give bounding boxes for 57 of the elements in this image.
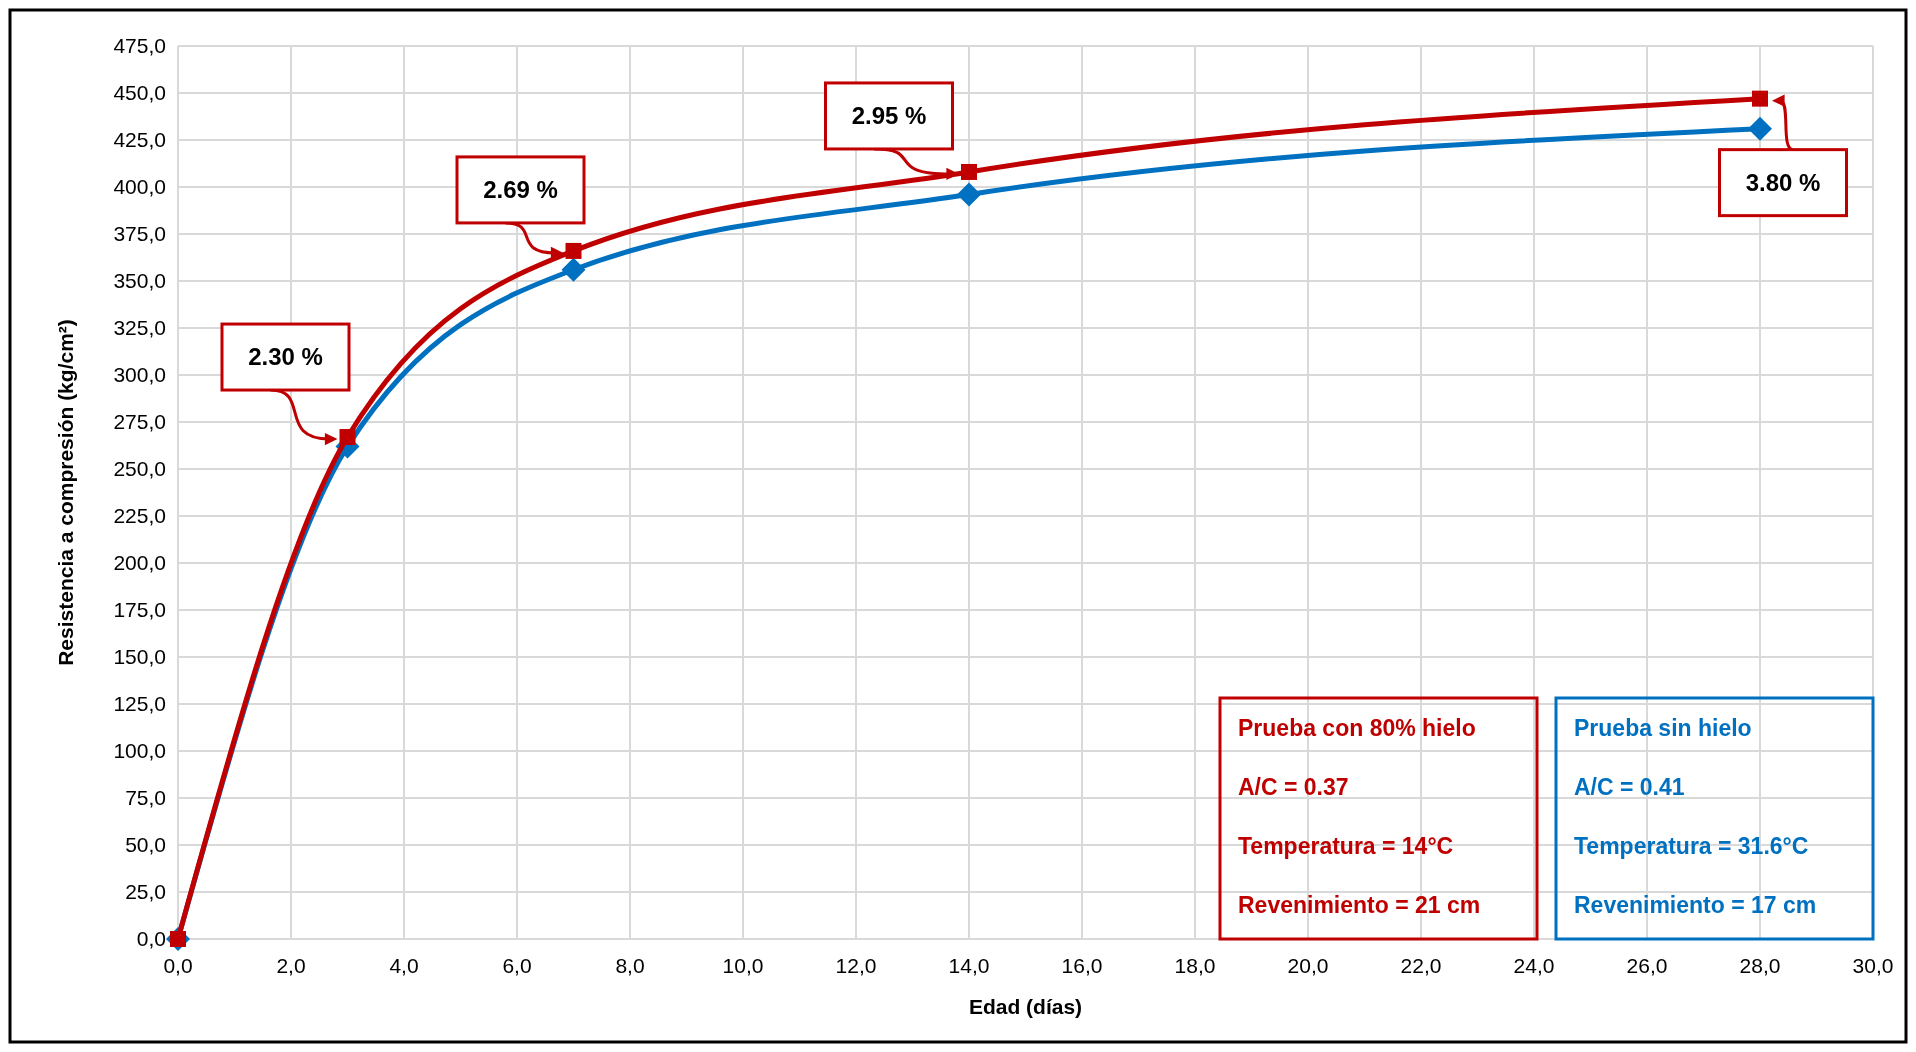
text: Prueba con 80% hielo [1238,715,1476,741]
annotation: 2.69 % [483,176,558,204]
y-tick-label: 350,0 [113,269,166,293]
y-tick-label: 300,0 [113,363,166,387]
x-tick-label: 24,0 [1513,954,1555,977]
annotation: 2.30 % [248,343,323,371]
y-tick-label: 250,0 [113,457,166,481]
y-tick-label: 75,0 [125,786,166,810]
annotation: A/C = 0.37 [1238,774,1349,800]
point [565,242,582,259]
x-axis-title: Edad (días) [968,995,1083,1018]
x-tick-label: 12,0 [835,954,877,977]
x-tick-label: 28,0 [1739,954,1781,977]
annotation: Revenimiento = 17 cm [1574,892,1817,918]
y-tick-label: 100,0 [113,739,166,763]
x-tick-label: 4,0 [389,954,419,977]
y-tick-label: 275,0 [113,410,166,434]
y-tick-label: 0,0 [136,927,166,951]
y-tick-label: 325,0 [113,316,166,340]
annotation: Temperatura = 31.6°C [1574,833,1809,859]
x-tick-label: 10,0 [722,954,764,977]
y-tick-label: 125,0 [113,692,166,716]
y-tick-label: 475,0 [113,34,166,58]
y-tick-label: 425,0 [113,128,166,152]
x-tick-label: 14,0 [948,954,990,977]
y-tick-label: 25,0 [125,880,166,904]
y-tick-label: 150,0 [113,645,166,669]
point [1752,90,1768,107]
y-tick-label: 175,0 [113,598,166,622]
annotation: 2.95 % [851,102,927,130]
y-tick-label: 225,0 [113,504,166,528]
x-tick-label: 18,0 [1174,954,1216,977]
x-tick-label: 8,0 [615,954,645,977]
x-tick-label: 6,0 [502,954,532,977]
y-tick-label: 400,0 [113,175,166,199]
y-tick-label: 375,0 [113,222,166,246]
x-tick-label: 22,0 [1400,954,1442,977]
y-tick-label: 450,0 [113,81,166,105]
x-tick-label: 16,0 [1061,954,1103,977]
x-tick-label: 26,0 [1626,954,1668,977]
point [1748,116,1772,141]
y-axis-title: Resistencia a compresión (kg/cm²) [54,319,77,666]
point [961,163,977,180]
point [339,429,356,446]
annotation: Revenimiento = 21 cm [1238,892,1481,918]
annotation: A/C = 0.41 [1574,774,1685,800]
x-tick-label: 20,0 [1287,954,1329,977]
text: Prueba sin hielo [1574,715,1752,741]
point [957,182,981,207]
annotation: Temperatura = 14°C [1238,833,1454,859]
x-tick-label: 0,0 [163,954,193,977]
y-tick-label: 50,0 [125,833,166,857]
y-tick-label: 200,0 [113,551,166,575]
x-tick-label: 2,0 [276,954,306,977]
point [561,257,586,282]
annotation: 3.80 % [1745,169,1821,197]
x-tick-label: 30,0 [1852,954,1894,977]
